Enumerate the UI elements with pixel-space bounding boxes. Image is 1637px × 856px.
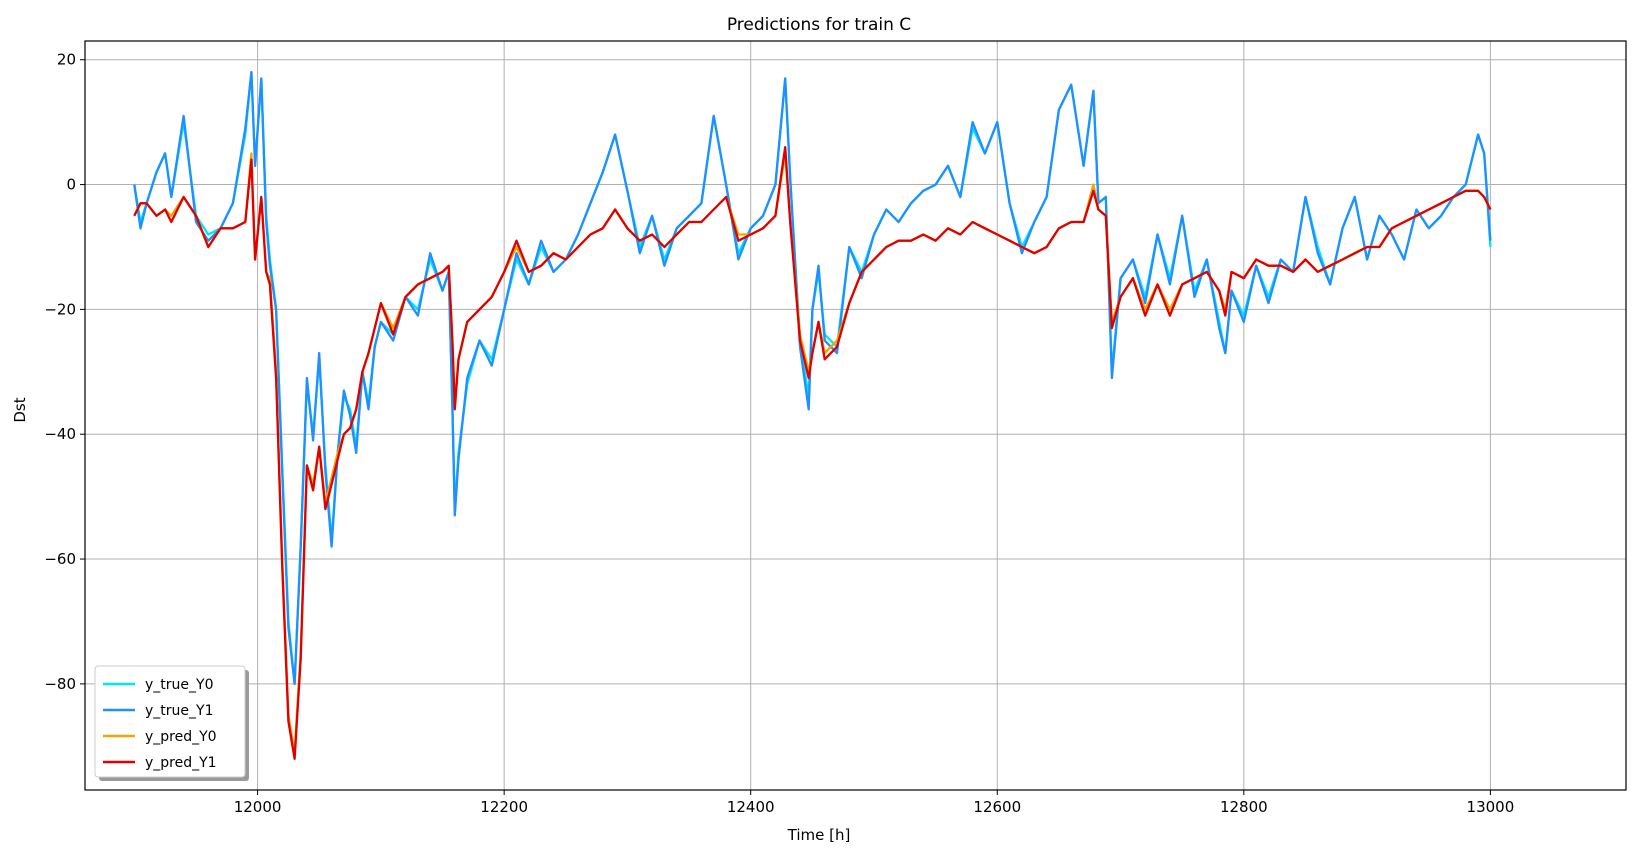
- legend-label: y_pred_Y1: [145, 755, 217, 771]
- x-tick-label: 12800: [1220, 798, 1268, 816]
- y-tick-label: −40: [44, 425, 76, 443]
- y-tick-label: −60: [44, 550, 76, 568]
- y-tick-label: 20: [57, 51, 76, 69]
- y-axis-label: Dst: [11, 397, 29, 422]
- legend-entries: y_true_Y0 y_true_Y1 y_pred_Y0 y_pred_Y1: [103, 677, 217, 771]
- legend-box: [94, 665, 246, 778]
- series-line-y-pred-y1: [133, 145, 1492, 760]
- series-line-y-true-y1: [133, 71, 1492, 686]
- series-lines: [133, 71, 1492, 760]
- x-tick-label: 12200: [480, 798, 528, 816]
- axis-ticks: 12000 12200 12400 12600 12800 13000 20 0 −20 −40 −…: [44, 51, 1514, 816]
- plot-area-frame: [84, 40, 1627, 791]
- chart-title: Predictions for train C: [727, 15, 911, 35]
- grid-lines: [85, 41, 1626, 790]
- x-tick-label: 12600: [973, 798, 1021, 816]
- y-tick-label: 0: [66, 176, 76, 194]
- x-tick-label: 12000: [234, 798, 282, 816]
- legend-label: y_true_Y0: [145, 677, 213, 693]
- x-tick-label: 12400: [727, 798, 775, 816]
- legend-label: y_true_Y1: [145, 703, 213, 719]
- x-axis-label: Time [h]: [787, 826, 851, 844]
- y-tick-label: −80: [44, 675, 76, 693]
- x-tick-label: 13000: [1467, 798, 1515, 816]
- legend-label: y_pred_Y0: [145, 729, 217, 745]
- y-tick-label: −20: [44, 300, 76, 318]
- legend: y_true_Y0 y_true_Y1 y_pred_Y0 y_pred_Y1: [94, 665, 249, 781]
